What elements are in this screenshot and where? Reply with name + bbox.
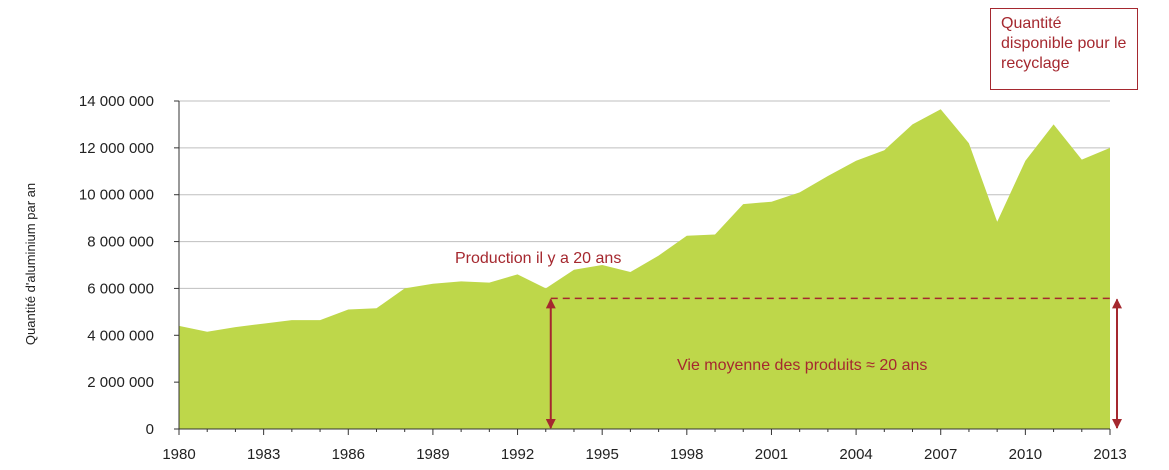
x-tick-label-2013: 2013 [1093,446,1126,463]
aluminium-area-series [179,109,1110,429]
y-axis-label: Quantité d'aluminium par an [23,183,38,345]
x-tick-label-1983: 1983 [247,446,280,463]
y-tick-label-3: 6 000 000 [87,280,154,297]
x-tick-labels: 1980 1983 1986 1989 1992 1995 1998 2001 2004 2007… [162,446,1126,463]
lifetime-label: Vie moyenne des produits ≈ 20 ans [677,357,927,374]
y-tick-label-0: 0 [146,421,154,438]
x-tick-label-1980: 1980 [162,446,195,463]
y-tick-labels: 0 2 000 000 4 000 000 6 000 000 8 000 000 10 … [79,93,154,438]
x-tick-label-2001: 2001 [755,446,788,463]
recycling-quantity-box: Quantité disponible pour le recyclage [990,8,1138,90]
x-tick-label-1989: 1989 [416,446,449,463]
x-tick-label-1992: 1992 [501,446,534,463]
x-tick-label-2004: 2004 [839,446,872,463]
y-tick-label-6: 12 000 000 [79,140,154,157]
x-tick-label-1998: 1998 [670,446,703,463]
x-tick-label-2007: 2007 [924,446,957,463]
production-label: Production il y a 20 ans [455,250,621,267]
x-tick-label-1995: 1995 [585,446,618,463]
x-tick-label-1986: 1986 [332,446,365,463]
y-tick-label-4: 8 000 000 [87,234,154,251]
y-tick-label-2: 4 000 000 [87,327,154,344]
recycling-box-label: Quantité disponible pour le recyclage [1001,15,1127,72]
y-tick-label-5: 10 000 000 [79,187,154,204]
x-tick-label-2010: 2010 [1009,446,1042,463]
y-tick-label-7: 14 000 000 [79,93,154,110]
annotations: Production il y a 20 ans Vie moyenne des… [455,250,1122,429]
axes [174,100,1111,435]
y-tick-label-1: 2 000 000 [87,374,154,391]
